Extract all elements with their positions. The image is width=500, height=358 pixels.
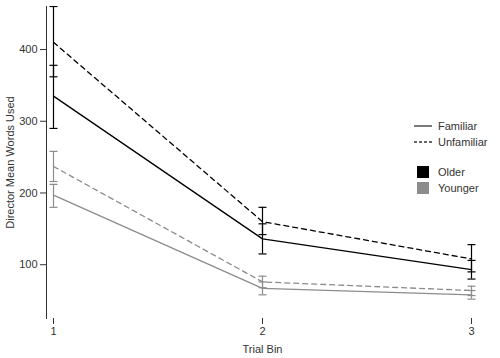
html-text:Younger: Younger bbox=[438, 182, 479, 194]
svg-text:400: 400 bbox=[19, 43, 37, 55]
html-text:Unfamiliar: Unfamiliar bbox=[438, 136, 488, 148]
svg-text:Trial Bin: Trial Bin bbox=[243, 343, 283, 355]
svg-text:Director Mean Words Used: Director Mean Words Used bbox=[4, 96, 16, 228]
svg-text:3: 3 bbox=[468, 325, 474, 337]
html-text:Familiar: Familiar bbox=[438, 120, 478, 132]
svg-text:300: 300 bbox=[19, 115, 37, 127]
svg-text:100: 100 bbox=[19, 258, 37, 270]
svg-text:200: 200 bbox=[19, 187, 37, 199]
svg-text:1: 1 bbox=[50, 325, 56, 337]
html-text:Older: Older bbox=[438, 166, 465, 178]
svg-text:2: 2 bbox=[259, 325, 265, 337]
